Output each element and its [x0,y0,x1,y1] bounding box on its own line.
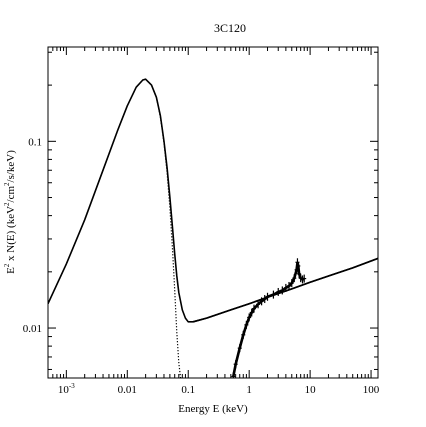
x-tick-label: 100 [363,384,380,396]
chart-title: 3C120 [214,21,246,35]
series-thermal-disk-component [48,78,182,378]
x-tick-label: 10 [305,384,317,396]
x-tick-labels: 10-3 0.01 0.1 1 10 100 [58,382,380,396]
y-tick-label: 0.1 [28,136,42,148]
x-tick-label: 0.1 [181,384,195,396]
series-absorbed-data [231,258,307,378]
x-tick-label: 1 [246,384,252,396]
plot-frame [47,46,379,379]
y-tick-labels: 0.01 0.1 [23,136,42,335]
x-tick-label: 0.01 [118,384,137,396]
axis-ticks [47,47,378,378]
x-axis-label: Energy E (keV) [178,403,248,415]
x-tick-label: 10-3 [58,382,75,396]
y-axis-label: E2 x N(E) (keV2/cm2/s/keV) [3,150,17,274]
series-total-model [48,78,378,323]
y-tick-label: 0.01 [23,323,42,335]
series-layer [48,78,378,378]
